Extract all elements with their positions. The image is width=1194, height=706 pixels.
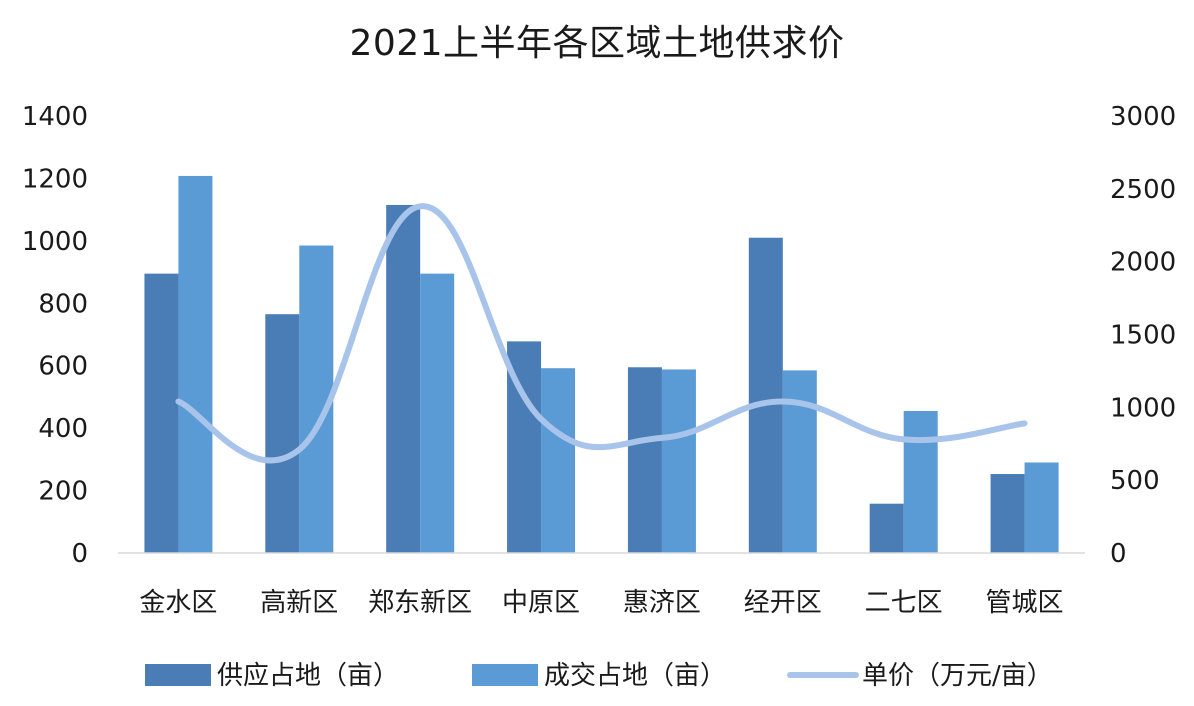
bar-supply-2: [386, 204, 421, 554]
x-tick-label-0: 金水区: [139, 588, 217, 618]
line-layer: [175, 203, 1028, 464]
x-tick-label-3: 中原区: [502, 588, 580, 618]
y-right-tick-label-4: 2000: [1110, 248, 1176, 278]
bar-supply-4: [627, 367, 662, 553]
x-tick-label-2: 郑东新区: [368, 588, 472, 618]
bar-supply-5: [748, 237, 783, 553]
y-right-tick-label-5: 2500: [1110, 175, 1176, 205]
y-right-tick-label-0: 0: [1110, 539, 1127, 569]
bar-supply-7: [990, 474, 1025, 553]
x-tick-label-4: 惠济区: [623, 588, 701, 618]
x-tick-label-1: 高新区: [260, 588, 338, 618]
bar-transaction-2: [420, 273, 455, 553]
y-left-tick-label-2: 400: [38, 414, 88, 444]
bar-transaction-5: [782, 370, 817, 553]
y-left-tick-label-0: 0: [71, 539, 88, 569]
x-tick-label-7: 管城区: [986, 588, 1064, 618]
legend-label-0: 供应占地（亩）: [217, 661, 399, 691]
bar-transaction-0: [178, 175, 213, 553]
y-left-tick-label-5: 1000: [22, 227, 88, 257]
y-right-tick-label-2: 1000: [1110, 393, 1176, 423]
axes-layer: 0 200 400 600 800 1000 1200 1400 0 500 1000 1500 200…: [22, 102, 1176, 618]
bar-supply-0: [144, 273, 179, 553]
y-right-tick-label-3: 1500: [1110, 321, 1176, 351]
line-unit-price: [175, 203, 1028, 464]
bar-transaction-4: [661, 369, 696, 553]
y-right-tick-label-6: 3000: [1110, 102, 1176, 132]
y-right-tick-label-1: 500: [1110, 466, 1160, 496]
bars-layer: [144, 175, 1059, 554]
legend-swatch-0: [145, 664, 211, 686]
legend-label-1: 成交占地（亩）: [544, 661, 726, 691]
x-tick-label-6: 二七区: [865, 588, 943, 618]
bar-transaction-6: [903, 410, 938, 553]
bar-transaction-3: [541, 368, 576, 553]
y-left-tick-label-3: 600: [38, 352, 88, 382]
y-left-tick-label-4: 800: [38, 289, 88, 319]
bar-supply-6: [869, 503, 904, 553]
legend-swatch-1: [472, 664, 538, 686]
legend-label-2: 单价（万元/亩）: [862, 661, 1053, 691]
bar-transaction-7: [1024, 462, 1059, 553]
y-left-tick-label-7: 1400: [22, 102, 88, 132]
bar-supply-1: [265, 314, 300, 553]
y-left-tick-label-6: 1200: [22, 164, 88, 194]
x-tick-label-5: 经开区: [744, 588, 822, 618]
legend: 供应占地（亩） 成交占地（亩） 单价（万元/亩）: [145, 661, 1053, 691]
y-left-tick-label-1: 200: [38, 477, 88, 507]
chart-title: 2021上半年各区域土地供求价: [349, 23, 845, 64]
